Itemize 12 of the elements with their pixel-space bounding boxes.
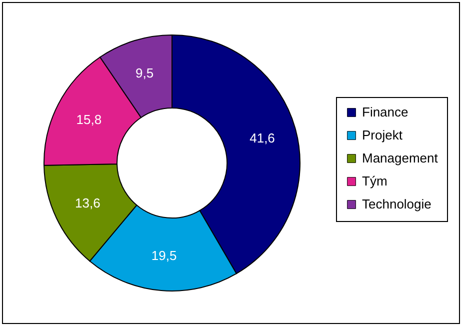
data-label: 19,5 xyxy=(151,248,177,264)
legend-label: Projekt xyxy=(362,128,403,142)
data-label: 41,6 xyxy=(250,130,275,146)
donut-slice xyxy=(44,164,138,262)
data-label: 9,5 xyxy=(135,66,154,81)
legend-label: Technologie xyxy=(362,196,432,212)
legend-label: Finance xyxy=(362,104,408,120)
data-label: 15,8 xyxy=(76,112,102,128)
data-label: 13,6 xyxy=(74,195,100,210)
legend-label: Management xyxy=(362,150,438,166)
legend-label: Tým xyxy=(362,174,388,188)
donut-slice xyxy=(100,34,172,118)
